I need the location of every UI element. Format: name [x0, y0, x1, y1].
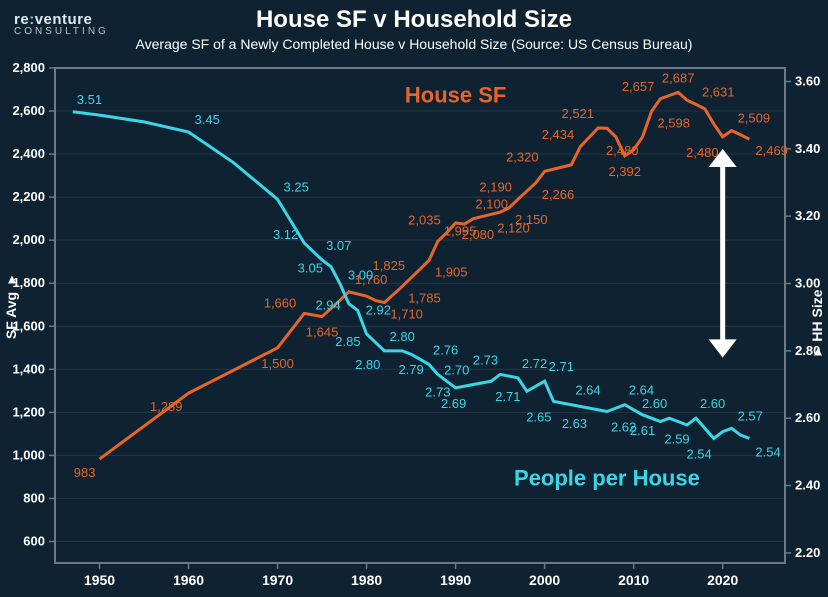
x-tick-label: 1970: [262, 572, 293, 588]
hh-data-label: 2.94: [315, 298, 340, 313]
hh-data-label: 2.54: [755, 444, 780, 459]
y-left-tick-label: 1,000: [12, 447, 45, 462]
hh-data-label: 2.63: [562, 416, 587, 431]
hh-data-label: 2.57: [738, 408, 763, 423]
sf-data-label: 1,500: [261, 356, 294, 371]
hh-data-label: 3.05: [298, 261, 323, 276]
chart-svg: 1950 1960 1970 1980 1990 2000 2010 2020 600 800 1,…: [0, 0, 828, 597]
hh-data-label: 2.80: [390, 329, 415, 344]
y-left-tick-label: 2,600: [12, 103, 45, 118]
y-left-tick-label: 2,200: [12, 189, 45, 204]
x-tick-label: 2020: [707, 572, 738, 588]
sf-data-label: 983: [74, 465, 96, 480]
y-left-tick-label: 800: [23, 490, 45, 505]
sf-data-label: 2,392: [608, 164, 641, 179]
sf-data-label: 1,785: [408, 290, 441, 305]
x-tick-label: 2000: [529, 572, 560, 588]
y-right-tick-label: 3.60: [795, 73, 820, 88]
hh-data-label: 3.00: [348, 268, 373, 283]
sf-data-label: 2,657: [622, 79, 655, 94]
series-sf-label: House SF: [405, 82, 506, 107]
sf-data-label: 2,480: [686, 145, 719, 160]
y-right-tick-label: 3.00: [795, 276, 820, 291]
y-left-tick-label: 1,800: [12, 275, 45, 290]
sf-data-label: 2,521: [562, 106, 595, 121]
hh-data-label: 2.92: [366, 302, 391, 317]
hh-data-label: 2.70: [444, 363, 469, 378]
sf-data-label: 2,320: [506, 149, 539, 164]
x-tick-label: 1950: [84, 572, 115, 588]
sf-data-label: 2,100: [475, 197, 508, 212]
sf-data-label: 2,035: [408, 213, 441, 228]
hh-data-label: 2.60: [642, 396, 667, 411]
y-left-label: SF Avg: [3, 292, 19, 339]
hh-data-label: 2.64: [575, 383, 600, 398]
hh-data-label: 2.71: [549, 359, 574, 374]
sf-data-label: 2,631: [702, 84, 735, 99]
hh-data-label: 2.69: [441, 396, 466, 411]
y-left-tick-label: 600: [23, 533, 45, 548]
y-right-tick-label: 3.20: [795, 208, 820, 223]
y-right-label: HH Size: [809, 289, 825, 341]
sf-data-label: 1,905: [435, 265, 468, 280]
y-right-tick-label: 2.80: [795, 343, 820, 358]
x-tick-label: 2010: [618, 572, 649, 588]
x-tick-label: 1980: [351, 572, 382, 588]
hh-data-label: 2.61: [630, 423, 655, 438]
sf-data-label: 1,645: [306, 325, 339, 340]
sf-data-label: 2,469: [755, 143, 788, 158]
y-right-tick-label: 2.20: [795, 545, 820, 560]
sf-data-label: 2,080: [462, 227, 495, 242]
y-right-tick-label: 2.40: [795, 478, 820, 493]
hh-data-label: 3.12: [273, 227, 298, 242]
sf-data-label: 1,289: [150, 399, 183, 414]
hh-data-label: 3.07: [326, 238, 351, 253]
y-left-tick-label: 2,000: [12, 232, 45, 247]
hh-data-label: 2.71: [495, 389, 520, 404]
hh-data-label: 3.51: [77, 92, 102, 107]
sf-data-label: 2,687: [662, 70, 695, 85]
sf-data-label: 2,598: [657, 115, 690, 130]
sf-data-label: 2,509: [738, 111, 771, 126]
series-hh-label: People per House: [514, 466, 700, 491]
hh-data-label: 3.45: [195, 112, 220, 127]
hh-data-label: 2.59: [664, 432, 689, 447]
hh-data-label: 2.76: [433, 342, 458, 357]
y-left-tick-label: 1,400: [12, 361, 45, 376]
y-left-tick-label: 2,800: [12, 60, 45, 75]
sf-data-label: 2,480: [606, 143, 639, 158]
hh-data-label: 2.65: [526, 409, 551, 424]
hh-data-label: 2.72: [522, 356, 547, 371]
hh-data-label: 2.85: [335, 334, 360, 349]
hh-data-label: 2.79: [398, 362, 423, 377]
y-left-tick-label: 1,200: [12, 404, 45, 419]
hh-data-label: 2.60: [700, 396, 725, 411]
hh-data-label: 2.54: [686, 446, 711, 461]
x-tick-label: 1990: [440, 572, 471, 588]
sf-data-label: 1,660: [264, 295, 297, 310]
x-tick-label: 1960: [173, 572, 204, 588]
chart-container: { "logo": {"line1_pre":"re","line1_post"…: [0, 0, 828, 597]
sf-data-label: 2,434: [542, 127, 575, 142]
hh-data-label: 2.80: [355, 357, 380, 372]
hh-data-label: 2.73: [473, 352, 498, 367]
y-right-tick-label: 2.60: [795, 410, 820, 425]
sf-data-label: 1,710: [390, 307, 423, 322]
sf-data-label: 2,266: [542, 187, 575, 202]
sf-data-label: 1,825: [373, 258, 406, 273]
y-left-tick-label: 2,400: [12, 146, 45, 161]
sf-data-label: 2,190: [479, 179, 512, 194]
hh-data-label: 3.25: [284, 179, 309, 194]
sf-data-label: 2,150: [515, 212, 548, 227]
y-right-tick-label: 3.40: [795, 141, 820, 156]
